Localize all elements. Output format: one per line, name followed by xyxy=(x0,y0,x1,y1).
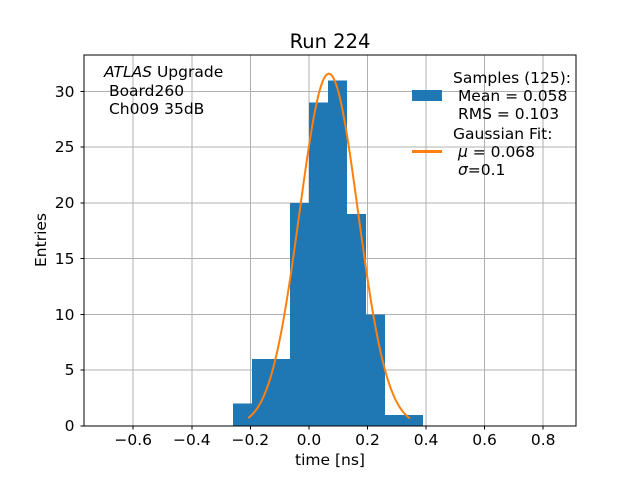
x-tick-label: 0.2 xyxy=(355,431,380,449)
annotation-line: Board260 xyxy=(108,81,185,100)
histogram-bar xyxy=(232,403,252,426)
histogram-bar xyxy=(366,314,386,426)
annotation-line: ATLAS Upgrade xyxy=(104,63,224,81)
x-tick-label: 0.0 xyxy=(296,431,322,449)
y-tick-label: 15 xyxy=(54,249,75,268)
plot-title: Run 224 xyxy=(289,30,371,53)
legend-entry-samples: Samples (125): Mean = 0.058 RMS = 0.103 xyxy=(412,69,582,123)
legend-label-line: RMS = 0.103 xyxy=(457,104,560,123)
y-tick-label: 0 xyxy=(64,417,75,435)
y-tick-label: 30 xyxy=(54,82,75,101)
legend-label-line: Samples (125): xyxy=(453,68,572,87)
x-tick-label: 0.8 xyxy=(530,431,556,449)
y-tick-label: 10 xyxy=(54,305,75,324)
y-tick-label: 20 xyxy=(54,194,75,212)
y-tick-label: 25 xyxy=(54,138,75,157)
x-tick-label: −0.2 xyxy=(231,431,270,449)
legend-label-line: σ=0.1 xyxy=(457,160,506,179)
histogram-bar xyxy=(289,202,309,426)
x-tick-label: −0.6 xyxy=(114,431,152,449)
legend-label-line: Gaussian Fit: xyxy=(453,124,553,143)
x-tick-label: 0.6 xyxy=(472,431,497,449)
y-tick-label: 5 xyxy=(64,361,75,380)
histogram-bar xyxy=(308,102,328,427)
histogram-bar xyxy=(327,80,347,426)
gaussian-fit-curve xyxy=(247,72,411,419)
legend-label-line: μ = 0.068 xyxy=(457,142,536,161)
histogram-bar xyxy=(270,359,290,426)
annotation-block: ATLAS Upgrade Board260 Ch009 35dB xyxy=(104,63,223,119)
x-axis-label: time [ns] xyxy=(295,451,365,469)
legend: Samples (125): Mean = 0.058 RMS = 0.103 … xyxy=(412,69,582,179)
histogram-bar xyxy=(385,414,405,426)
legend-label-line: Mean = 0.058 xyxy=(457,86,568,105)
histogram-legend-swatch xyxy=(412,90,442,101)
histogram-bar xyxy=(251,359,271,426)
fit-legend-swatch xyxy=(412,150,442,153)
x-tick-label: −0.4 xyxy=(172,431,211,449)
histogram-bar xyxy=(346,214,367,426)
x-tick-label: 0.4 xyxy=(413,431,439,449)
legend-entry-gaussian-fit: Gaussian Fit: μ = 0.068 σ=0.1 xyxy=(412,125,582,179)
plot-border xyxy=(83,54,577,427)
annotation-line: Ch009 35dB xyxy=(108,100,205,118)
histogram-bar xyxy=(404,414,424,426)
